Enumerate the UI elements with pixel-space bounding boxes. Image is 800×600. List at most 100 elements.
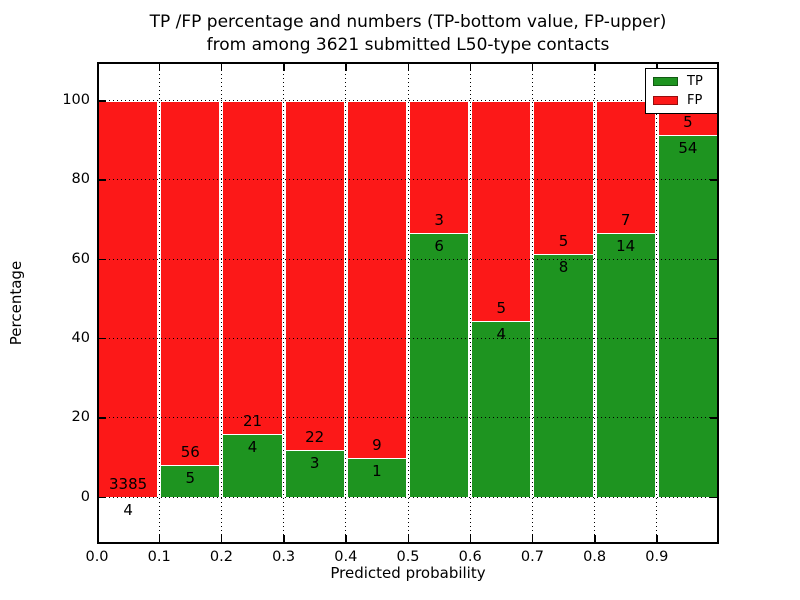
x-tick-label: 0.0 bbox=[85, 549, 109, 565]
bar-segment-fp bbox=[409, 101, 470, 234]
plot-area: 3385 4 56 5 21 4 22 3 9 1 3 6 5 4 5 8 7 14 5 54 bbox=[96, 62, 719, 544]
tp-count-label: 4 bbox=[247, 438, 258, 457]
tp-count-label: 4 bbox=[496, 325, 507, 344]
tp-legend-swatch bbox=[653, 77, 678, 87]
fp-legend-swatch bbox=[653, 95, 678, 105]
x-tick-top bbox=[345, 64, 347, 71]
right-spine bbox=[717, 62, 719, 544]
y-tick-label: 60 bbox=[71, 250, 90, 267]
bar-segment-tp bbox=[409, 233, 470, 498]
y-tick-right bbox=[710, 417, 717, 419]
y-tick-label: 40 bbox=[71, 329, 90, 346]
x-tick-label: 0.1 bbox=[147, 549, 171, 565]
x-tick-label: 0.5 bbox=[396, 549, 420, 565]
x-tick-label: 0.6 bbox=[458, 549, 482, 565]
tp-count-label: 54 bbox=[678, 138, 698, 157]
y-tick-left bbox=[99, 100, 106, 102]
y-tick-left bbox=[99, 417, 106, 419]
bottom-spine bbox=[97, 542, 719, 544]
fp-count-label: 21 bbox=[242, 412, 263, 431]
x-tick-top bbox=[220, 64, 223, 71]
vertical-gridline bbox=[283, 62, 285, 544]
bar-segment-fp bbox=[160, 101, 221, 465]
fp-count-label: 9 bbox=[372, 435, 382, 454]
tp-legend-label: TP bbox=[687, 74, 703, 90]
x-tick-bottom bbox=[531, 535, 534, 542]
bar-segment-tp bbox=[160, 465, 221, 498]
x-tick-bottom bbox=[469, 535, 472, 542]
chart-title-line1: TP /FP percentage and numbers (TP-bottom… bbox=[149, 12, 667, 32]
fp-count-label: 5 bbox=[496, 299, 507, 318]
x-tick-bottom bbox=[656, 535, 658, 542]
bar-segment-fp bbox=[222, 101, 283, 435]
vertical-gridline bbox=[594, 62, 596, 544]
y-tick-left bbox=[99, 337, 106, 340]
horizontal-gridline bbox=[97, 417, 719, 419]
x-tick-label: 0.4 bbox=[334, 549, 358, 565]
horizontal-gridline bbox=[97, 179, 719, 181]
vertical-gridline bbox=[220, 62, 222, 544]
x-tick-top bbox=[283, 64, 285, 71]
x-tick-label: 0.2 bbox=[209, 549, 233, 565]
x-tick-bottom bbox=[158, 535, 161, 542]
bar-segment-tp bbox=[595, 233, 656, 498]
tp-count-label: 4 bbox=[123, 501, 133, 520]
vertical-gridline bbox=[469, 62, 471, 544]
fp-count-label: 7 bbox=[620, 211, 631, 230]
y-tick-left bbox=[99, 258, 106, 261]
x-tick-top bbox=[158, 64, 161, 71]
tp-count-label: 8 bbox=[558, 257, 569, 276]
tp-count-label: 1 bbox=[372, 461, 382, 480]
x-tick-bottom bbox=[594, 535, 596, 542]
vertical-gridline bbox=[158, 62, 160, 544]
y-tick-label: 0 bbox=[80, 488, 90, 505]
chart-title: TP /FP percentage and numbers (TP-bottom… bbox=[97, 11, 719, 57]
x-tick-top bbox=[656, 64, 658, 71]
vertical-gridline bbox=[531, 62, 533, 544]
vertical-gridline bbox=[656, 62, 658, 544]
bar-segment-tp bbox=[533, 253, 594, 498]
bar-segment-fp bbox=[471, 101, 532, 322]
x-tick-bottom bbox=[407, 535, 409, 542]
y-tick-label: 20 bbox=[71, 409, 90, 426]
fp-count-label: 3 bbox=[434, 211, 444, 230]
y-tick-right bbox=[710, 258, 717, 261]
fp-count-label: 56 bbox=[180, 443, 200, 461]
y-tick-label: 80 bbox=[71, 171, 90, 188]
bar-segment-fp bbox=[98, 101, 159, 498]
legend-entry-fp: FP bbox=[653, 93, 710, 108]
y-tick-left bbox=[99, 179, 106, 181]
y-tick-left bbox=[99, 496, 106, 498]
vertical-gridline bbox=[407, 62, 409, 544]
horizontal-gridline bbox=[97, 496, 719, 498]
x-tick-bottom bbox=[220, 535, 223, 542]
x-tick-top bbox=[407, 64, 409, 71]
fp-count-label: 22 bbox=[305, 427, 325, 446]
x-tick-top bbox=[531, 64, 534, 71]
horizontal-gridline bbox=[97, 258, 719, 260]
y-tick-right bbox=[710, 179, 717, 181]
fp-count-label: 3385 bbox=[109, 475, 148, 494]
vertical-gridline bbox=[345, 62, 347, 544]
x-tick-top bbox=[469, 64, 472, 71]
x-tick-top bbox=[594, 64, 596, 71]
y-axis-label: Percentage bbox=[7, 260, 25, 346]
x-tick-label: 0.8 bbox=[583, 549, 607, 565]
bar-segment-fp bbox=[284, 101, 345, 450]
chart-title-line2: from among 3621 submitted L50-type conta… bbox=[206, 35, 610, 55]
bar-segment-tp bbox=[657, 134, 718, 498]
x-tick-bottom bbox=[345, 535, 347, 542]
y-tick-right bbox=[710, 496, 717, 498]
tp-count-label: 14 bbox=[616, 237, 636, 256]
bar-segment-fp bbox=[595, 101, 656, 234]
tp-count-label: 6 bbox=[434, 237, 444, 256]
bar-segment-fp bbox=[346, 101, 407, 458]
horizontal-gridline bbox=[97, 100, 719, 101]
horizontal-gridline bbox=[97, 337, 719, 339]
y-tick-label: 100 bbox=[62, 92, 90, 108]
y-tick-right bbox=[710, 337, 717, 340]
bar-segment-fp bbox=[533, 101, 594, 254]
legend-entry-tp: TP bbox=[653, 74, 710, 89]
x-tick-label: 0.7 bbox=[520, 549, 544, 565]
